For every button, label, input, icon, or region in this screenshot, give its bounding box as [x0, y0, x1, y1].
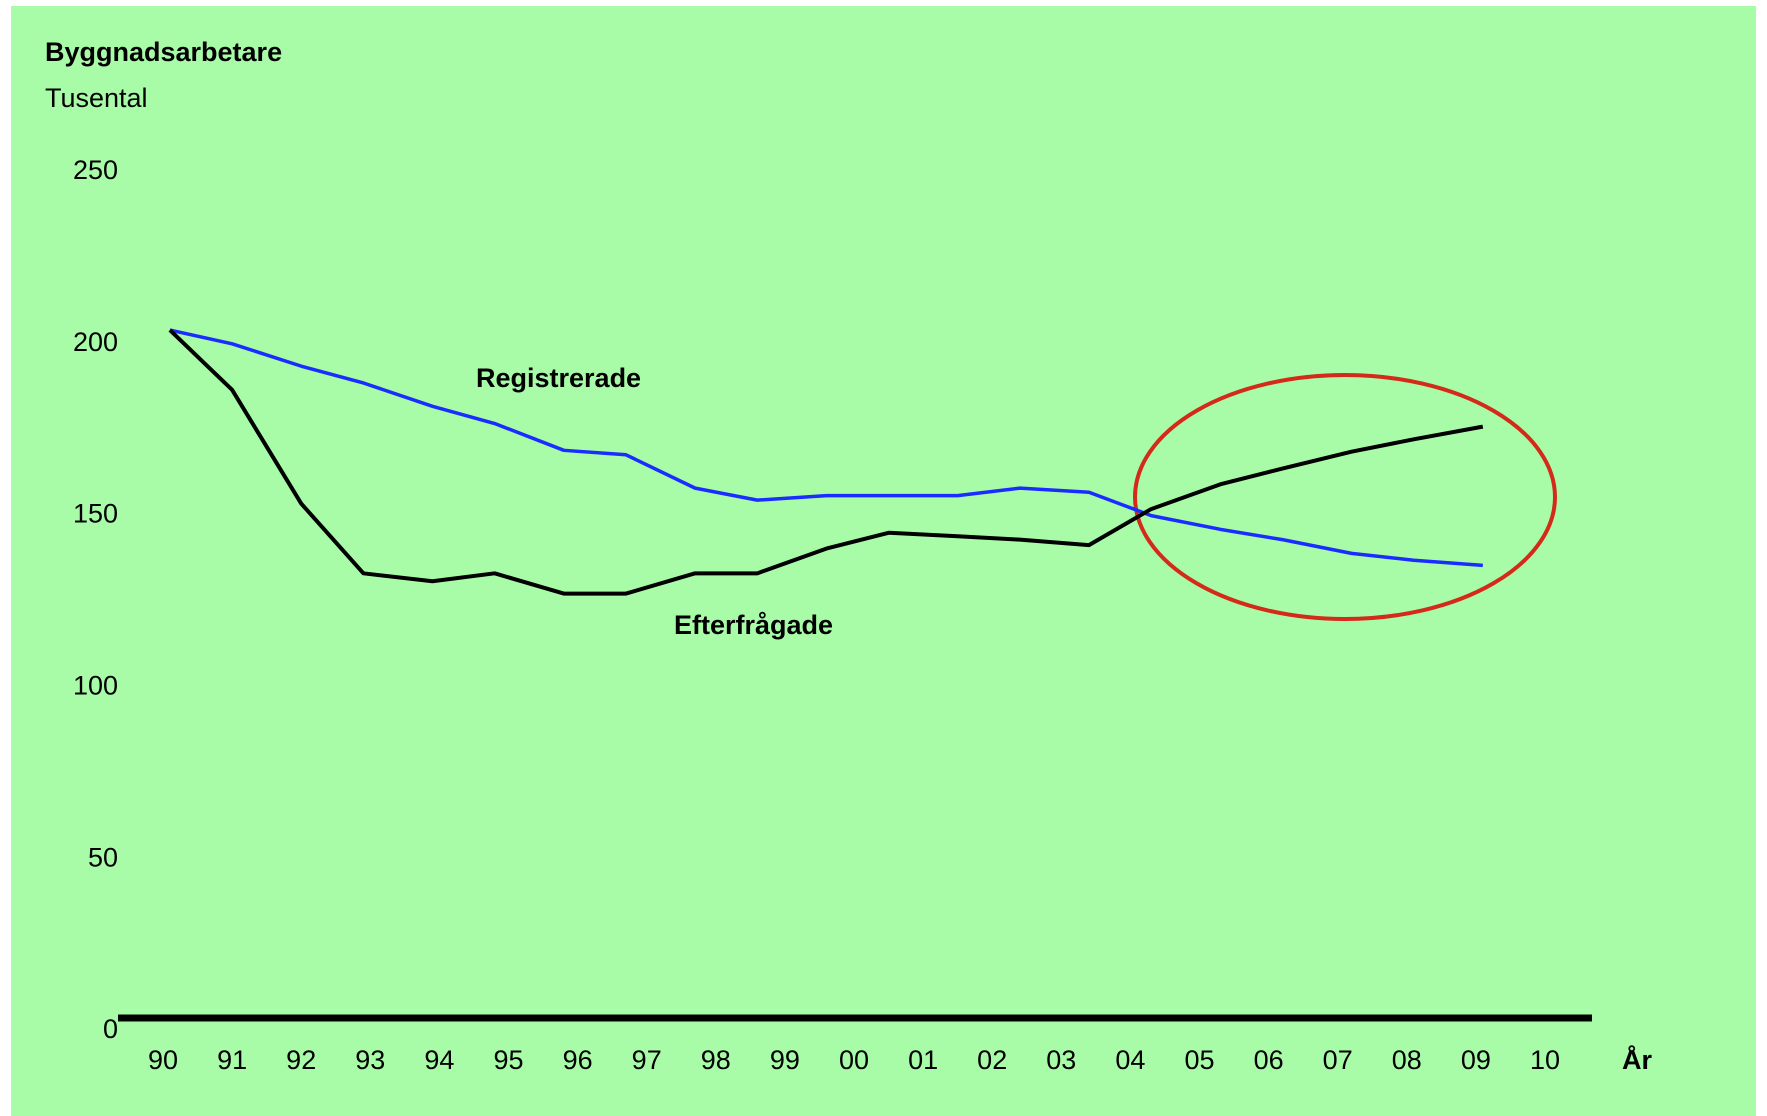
x-tick-label: 00 — [839, 1045, 869, 1075]
x-tick-label: 92 — [286, 1045, 316, 1075]
x-tick-label: 08 — [1392, 1045, 1422, 1075]
chart-subtitle: Tusental — [45, 83, 148, 113]
x-tick-label: 01 — [908, 1045, 938, 1075]
chart-title: Byggnadsarbetare — [45, 37, 282, 67]
x-tick-label: 04 — [1115, 1045, 1145, 1075]
x-tick-label: 97 — [632, 1045, 662, 1075]
y-tick-label: 50 — [88, 842, 118, 872]
x-tick-label: 06 — [1254, 1045, 1284, 1075]
series-line — [168, 328, 1484, 596]
series-label: Registrerade — [476, 363, 641, 393]
x-tick-label: 95 — [493, 1045, 523, 1075]
x-tick-label: 94 — [424, 1045, 454, 1075]
x-tick-label: 99 — [770, 1045, 800, 1075]
y-tick-label: 250 — [73, 155, 118, 185]
y-tick-label: 200 — [73, 327, 118, 357]
y-tick-label: 100 — [73, 671, 118, 701]
x-axis-label: År — [1622, 1044, 1652, 1075]
highlight-ellipse — [1133, 373, 1557, 621]
x-tick-label: 09 — [1461, 1045, 1491, 1075]
x-tick-label: 10 — [1530, 1045, 1560, 1075]
x-tick-label: 98 — [701, 1045, 731, 1075]
series-label: Efterfrågade — [674, 610, 833, 640]
background — [11, 6, 1756, 1116]
x-tick-label: 03 — [1046, 1045, 1076, 1075]
y-tick-label: 150 — [73, 499, 118, 529]
y-tick-label: 0 — [103, 1014, 118, 1044]
series-line — [169, 328, 1483, 568]
x-tick-label: 96 — [563, 1045, 593, 1075]
x-tick-label: 91 — [217, 1045, 247, 1075]
x-tick-label: 90 — [148, 1045, 178, 1075]
x-tick-label: 05 — [1184, 1045, 1214, 1075]
x-tick-label: 07 — [1323, 1045, 1353, 1075]
x-tick-label: 02 — [977, 1045, 1007, 1075]
x-tick-label: 93 — [355, 1045, 385, 1075]
